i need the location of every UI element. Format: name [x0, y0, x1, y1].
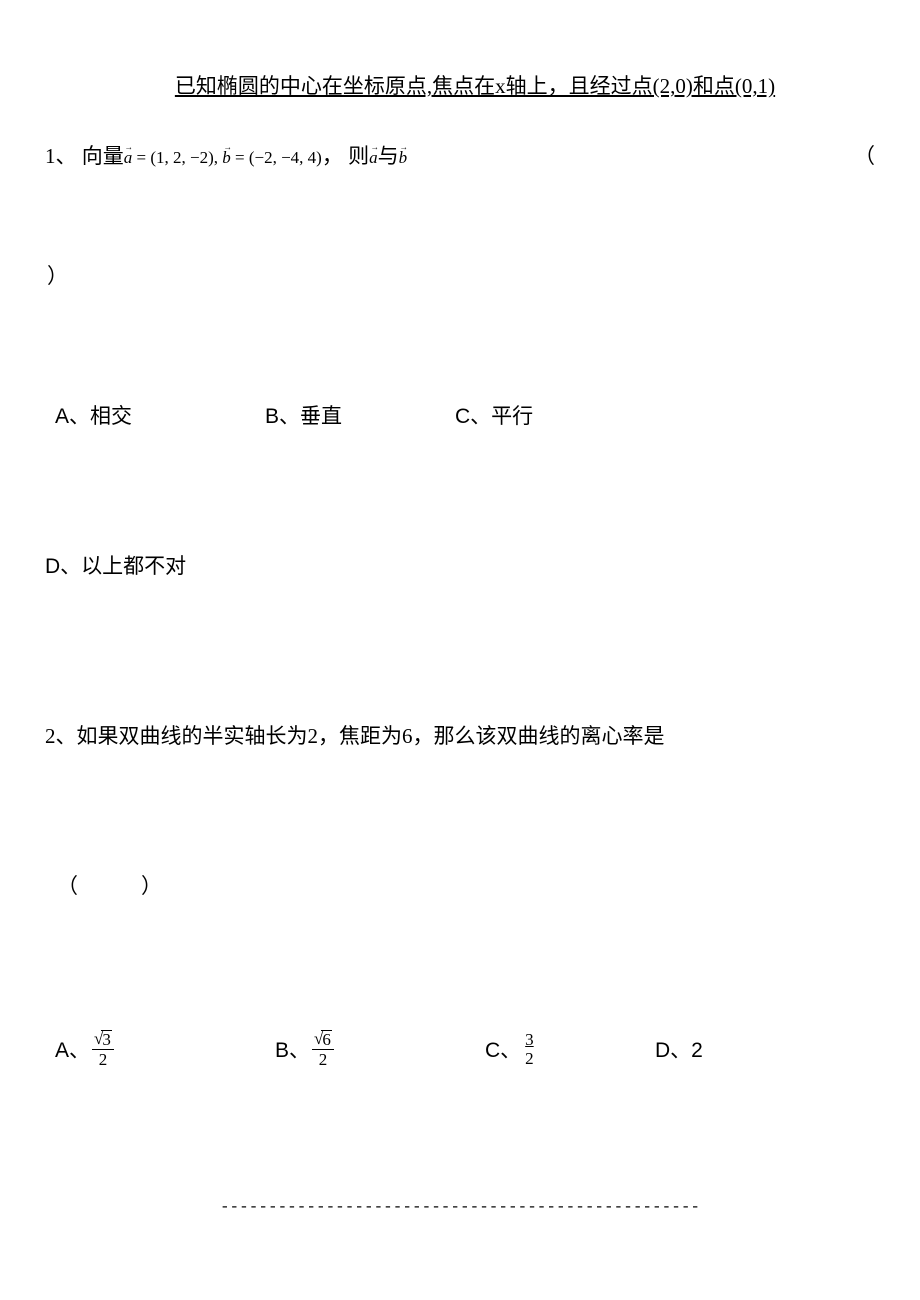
doc-header: 已知椭圆的中心在坐标原点,焦点在x轴上，且经过点(2,0)和点(0,1)	[85, 70, 865, 100]
vector-a: a	[124, 148, 133, 168]
q1-option-b: B、垂直	[265, 400, 455, 430]
q2-option-b: B、 √6 2	[275, 1030, 485, 1068]
question-1: 1、 向量 a = (1, 2, −2), b = (−2, −4, 4) ， …	[45, 140, 875, 170]
q1-prefix: 1、 向量	[45, 140, 124, 170]
q1-option-a: A、相交	[55, 400, 265, 430]
fraction-b: √6 2	[312, 1030, 334, 1068]
q2-option-d: D、2	[655, 1034, 703, 1064]
q1-option-d: D、以上都不对	[45, 550, 875, 580]
q1-math2: a	[369, 148, 378, 168]
q1-math: a = (1, 2, −2), b = (−2, −4, 4)	[124, 148, 322, 168]
q1-mid: ， 则	[322, 140, 369, 170]
q2-options: A、 √3 2 B、 √6 2 C、 3 2 D、2	[45, 1030, 875, 1068]
vector-a2: a	[369, 148, 378, 168]
footer-dashes: ----------------------------------------…	[45, 1198, 875, 1216]
q1-paren-close: ）	[47, 260, 875, 290]
vector-b: b	[222, 148, 231, 168]
q1-option-c: C、平行	[455, 400, 533, 430]
q2-option-c: C、 3 2	[485, 1031, 655, 1067]
fraction-c: 3 2	[523, 1031, 536, 1067]
fraction-a: √3 2	[92, 1030, 114, 1068]
question-2: 2、如果双曲线的半实轴长为2，焦距为6，那么该双曲线的离心率是	[45, 720, 875, 750]
q1-options-row1: A、相交 B、垂直 C、平行	[45, 400, 875, 430]
q1-paren-open: （	[854, 140, 875, 170]
q2-paren: （ ）	[57, 870, 875, 900]
q2-option-a: A、 √3 2	[55, 1030, 275, 1068]
vector-b2: b	[399, 148, 408, 168]
